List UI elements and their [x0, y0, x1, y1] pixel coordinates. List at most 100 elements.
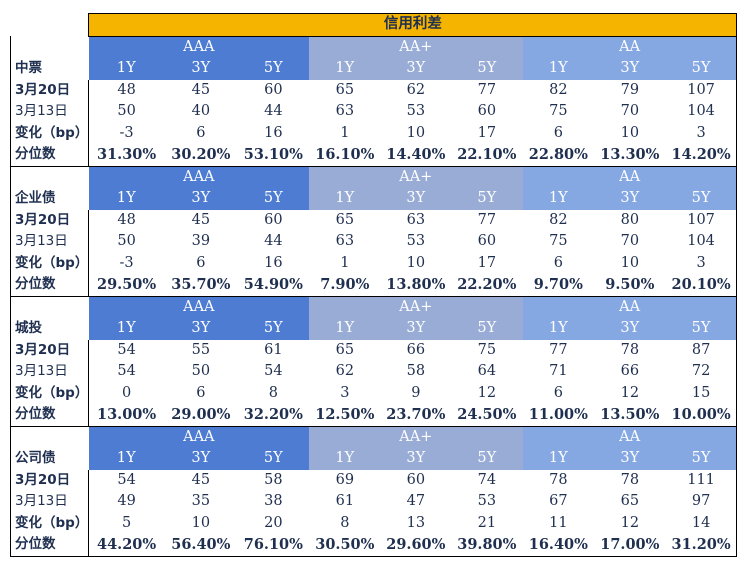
value-cell: 29.60% [380, 534, 451, 557]
value-cell: 75 [549, 233, 568, 249]
value-cell: 63 [335, 103, 355, 119]
row-label-change: 变化（bp） [9, 252, 89, 274]
value-cell: 15 [665, 382, 738, 404]
value-cell: 31.20% [665, 534, 738, 557]
value-cell: 65 [620, 493, 640, 509]
data-row-current: 3月20日 48 45 60 65 62 77 82 79 107 [9, 79, 738, 101]
row-label-current: 3月20日 [9, 209, 89, 231]
tenor-header-row: 企业债 1Y 3Y 5Y 1Y 3Y 5Y 1Y 3Y 5Y [9, 188, 738, 210]
tenor-header: 1Y [88, 448, 164, 470]
value-cell: 21 [477, 514, 497, 531]
value-cell: 53 [406, 233, 426, 249]
value-cell: 17.00% [593, 534, 666, 557]
tenor-header: 5Y [450, 448, 523, 470]
value-cell: 69 [335, 471, 355, 488]
tenor-header: 1Y [522, 188, 594, 210]
data-row-current: 3月20日 54 45 58 69 60 74 78 78 111 [9, 469, 738, 491]
value-cell: 38 [264, 493, 283, 509]
value-cell: 10.00% [665, 404, 738, 427]
rating-header-2: AA+ [308, 426, 523, 448]
data-row-percentile: 分位数 44.20% 56.40% 76.10% 30.50% 29.60% 39.80% 1… [9, 534, 738, 557]
value-cell: 22.80% [522, 144, 594, 167]
tenor-header: 3Y [163, 188, 238, 210]
tenor-header: 1Y [308, 188, 381, 210]
value-cell: 35 [191, 493, 211, 509]
value-cell: 10 [191, 514, 211, 531]
value-cell: 3 [665, 252, 738, 274]
section-name: 企业债 [9, 188, 89, 210]
rating-header-1: AAA [88, 166, 309, 188]
value-cell: 6 [553, 254, 563, 271]
value-cell: 3 [340, 384, 350, 401]
tenor-header: 5Y [237, 188, 309, 210]
value-cell: 58 [264, 471, 283, 488]
rating-header-row: AAA AA+ AA [9, 166, 738, 188]
value-cell: 77 [477, 81, 497, 98]
value-cell: 12 [477, 384, 497, 401]
value-cell: 60 [406, 471, 426, 488]
value-cell: 9.70% [522, 274, 594, 297]
value-cell: 30.20% [163, 144, 238, 167]
section-blank-cell [9, 166, 89, 188]
section-name: 公司债 [9, 448, 89, 470]
value-cell: -3 [88, 252, 164, 274]
title-blank-cell [10, 13, 89, 36]
value-cell: 22.10% [450, 144, 523, 167]
value-cell: 17 [477, 124, 497, 141]
rating-header-3: AA [522, 426, 738, 448]
value-cell: 48 [88, 209, 164, 231]
tenor-header: 1Y [522, 58, 594, 80]
value-cell: 107 [665, 209, 738, 231]
value-cell: 54 [264, 363, 283, 379]
value-cell: 60 [477, 233, 497, 249]
value-cell: 6 [196, 254, 206, 271]
rating-header-3: AA [522, 166, 738, 188]
value-cell: 29.00% [163, 404, 238, 427]
value-cell: 13.50% [593, 404, 666, 427]
value-cell: 44 [264, 103, 283, 119]
value-cell: 14.20% [665, 144, 738, 167]
value-cell: 77 [477, 211, 497, 228]
value-cell: 56.40% [163, 534, 238, 557]
row-label-percentile: 分位数 [9, 404, 89, 427]
tenor-header: 3Y [593, 448, 666, 470]
rating-header-1: AAA [88, 426, 309, 448]
value-cell: 55 [191, 341, 211, 358]
value-cell: 39.80% [450, 534, 523, 557]
tenor-header: 3Y [593, 58, 666, 80]
data-row-prev: 3月13日 50 39 44 63 53 60 75 70 104 [9, 231, 738, 253]
value-cell: 8 [340, 514, 350, 531]
value-cell: 22.20% [450, 274, 523, 297]
value-cell: 58 [406, 363, 426, 379]
value-cell: 54 [88, 361, 164, 383]
row-label-percentile: 分位数 [9, 274, 89, 297]
value-cell: 23.70% [380, 404, 451, 427]
value-cell: 60 [477, 103, 497, 119]
value-cell: 104 [665, 101, 738, 123]
value-cell: 71 [549, 363, 568, 379]
tenor-header: 3Y [380, 188, 451, 210]
value-cell: 61 [264, 341, 283, 358]
section-blank-cell [9, 426, 89, 448]
tenor-header: 3Y [593, 318, 666, 340]
value-cell: 50 [88, 101, 164, 123]
value-cell: 13.00% [88, 404, 164, 427]
rating-header-2: AA+ [308, 296, 523, 318]
tenor-header: 3Y [593, 188, 666, 210]
section-name: 城投 [9, 318, 89, 340]
value-cell: 14.40% [380, 144, 451, 167]
value-cell: 111 [665, 469, 738, 491]
value-cell: 12.50% [308, 404, 381, 427]
value-cell: 54 [88, 469, 164, 491]
value-cell: 53.10% [237, 144, 309, 167]
tenor-header-row: 中票 1Y 3Y 5Y 1Y 3Y 5Y 1Y 3Y 5Y [9, 58, 738, 80]
tenor-header: 3Y [163, 448, 238, 470]
rating-header-row: AAA AA+ AA [9, 426, 738, 448]
value-cell: 0 [88, 382, 164, 404]
value-cell: 13 [406, 514, 426, 531]
value-cell: 60 [264, 211, 283, 228]
value-cell: 53 [406, 103, 426, 119]
value-cell: 87 [665, 339, 738, 361]
value-cell: 75 [549, 103, 568, 119]
value-cell: 10 [406, 124, 426, 141]
